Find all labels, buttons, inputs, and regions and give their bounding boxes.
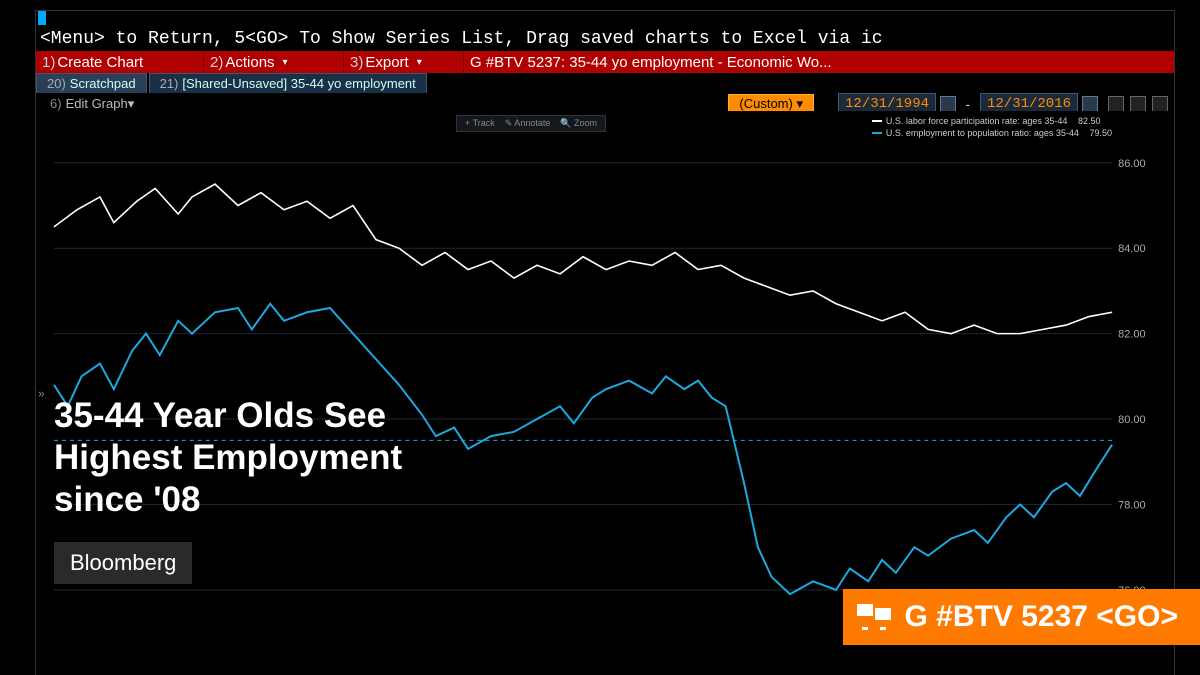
svg-text:78.00: 78.00	[1118, 499, 1145, 511]
btn3-label: Export	[365, 54, 408, 71]
edit-graph-button[interactable]: 6)Edit Graph▾	[36, 96, 134, 112]
headline-overlay: 35-44 Year Olds See Highest Employment s…	[54, 395, 402, 521]
btn2-num: 2)	[210, 54, 223, 71]
btn2-label: Actions	[225, 54, 274, 71]
create-chart-button[interactable]: 1) Create Chart	[36, 51, 204, 73]
chart-legend: U.S. labor force participation rate: age…	[872, 115, 1112, 139]
caret-icon: ▾	[417, 57, 422, 68]
date-separator: -	[965, 96, 970, 112]
svg-text:84.00: 84.00	[1118, 243, 1145, 255]
track-button[interactable]: + Track	[465, 118, 495, 129]
caret-icon: ▾	[283, 57, 288, 68]
expand-icon[interactable]	[1130, 96, 1146, 112]
calendar-icon[interactable]	[940, 96, 956, 112]
calendar-icon[interactable]	[1082, 96, 1098, 112]
btn3-num: 3)	[350, 54, 363, 71]
btn1-num: 1)	[42, 54, 55, 71]
legend-swatch-2	[872, 132, 882, 134]
tab-shared-unsaved[interactable]: 21)[Shared-Unsaved] 35-44 yo employment	[149, 73, 427, 93]
actions-button[interactable]: 2) Actions ▾	[204, 51, 344, 73]
btn1-label: Create Chart	[57, 54, 143, 71]
bloomberg-logo: Bloomberg	[54, 542, 192, 584]
monitor-icon	[857, 604, 891, 630]
tab-scratchpad[interactable]: 20)Scratchpad	[36, 73, 147, 93]
tab-row: 20)Scratchpad 21)[Shared-Unsaved] 35-44 …	[36, 73, 1174, 93]
cursor	[38, 11, 46, 25]
go-banner: G #BTV 5237 <GO>	[843, 589, 1200, 645]
chart-mini-toolbar: + Track ✎ Annotate 🔍 Zoom	[456, 115, 606, 132]
terminal-window: <Menu> to Return, 5<GO> To Show Series L…	[35, 10, 1175, 675]
annotate-button[interactable]: ✎ Annotate	[505, 118, 551, 129]
svg-text:86.00: 86.00	[1118, 158, 1145, 170]
zoom-button[interactable]: 🔍 Zoom	[560, 118, 597, 129]
svg-text:82.00: 82.00	[1118, 329, 1145, 341]
legend-swatch-1	[872, 120, 882, 122]
red-menu-bar: 1) Create Chart 2) Actions ▾ 3) Export ▾…	[36, 51, 1174, 73]
chart-title: G #BTV 5237: 35-44 yo employment - Econo…	[464, 54, 832, 71]
export-button[interactable]: 3) Export ▾	[344, 51, 464, 73]
settings-icon[interactable]	[1152, 96, 1168, 112]
cursor-row	[36, 11, 1174, 27]
help-line: <Menu> to Return, 5<GO> To Show Series L…	[36, 27, 1174, 51]
svg-text:80.00: 80.00	[1118, 414, 1145, 426]
svg-text:»: »	[38, 387, 45, 401]
refresh-icon[interactable]	[1108, 96, 1124, 112]
